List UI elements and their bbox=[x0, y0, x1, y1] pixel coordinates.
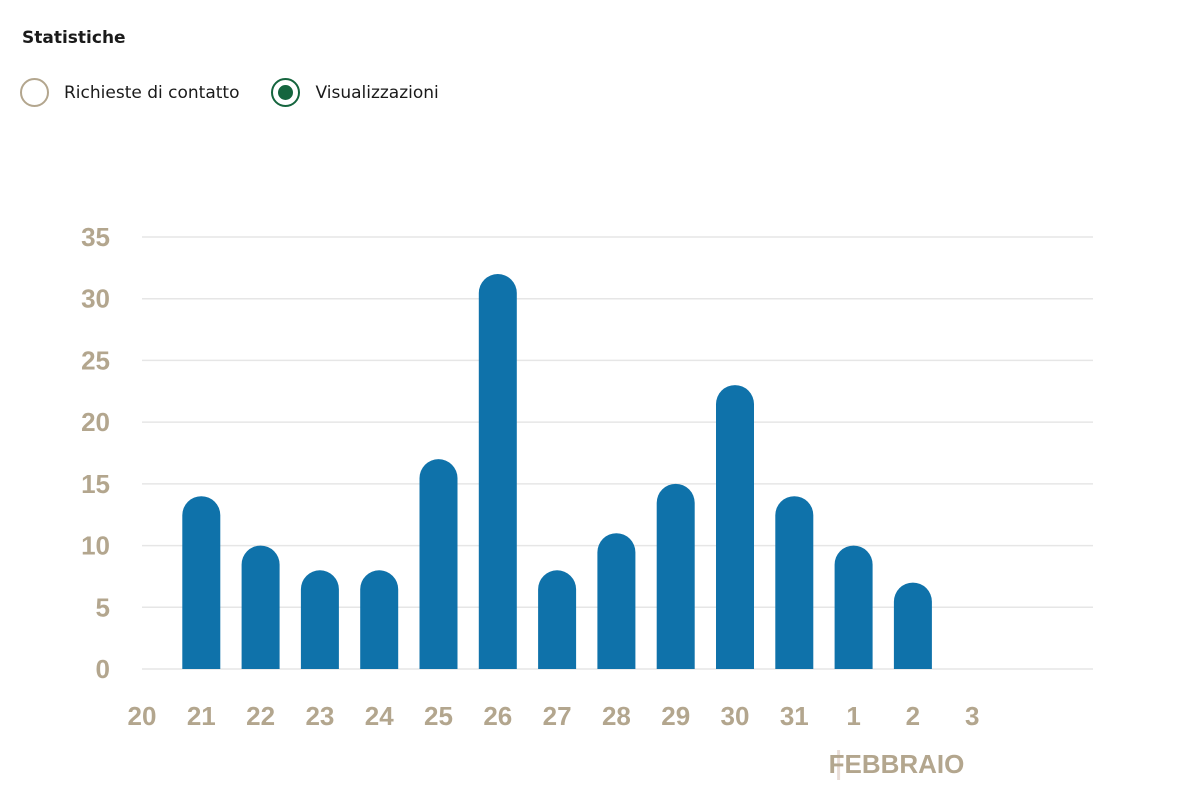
bar-2[interactable] bbox=[893, 582, 932, 669]
x-tick-label: 29 bbox=[661, 701, 690, 731]
bar-29[interactable] bbox=[656, 483, 695, 669]
y-tick-label: 25 bbox=[81, 345, 110, 375]
radio-circle-icon[interactable] bbox=[20, 78, 49, 107]
x-tick-label: 31 bbox=[780, 701, 809, 731]
bar-25[interactable] bbox=[419, 459, 458, 669]
x-tick-label: 25 bbox=[424, 701, 453, 731]
x-tick-label: 22 bbox=[246, 701, 275, 731]
bar-22[interactable] bbox=[241, 545, 280, 669]
page-title: Statistiche bbox=[22, 28, 126, 48]
x-tick-label: 24 bbox=[365, 701, 394, 731]
x-tick-label: 26 bbox=[483, 701, 512, 731]
y-tick-label: 35 bbox=[81, 222, 110, 252]
month-label: FEBBRAIO bbox=[829, 749, 965, 779]
y-tick-label: 5 bbox=[96, 592, 110, 622]
metric-radio-group: Richieste di contatto Visualizzazioni bbox=[20, 78, 471, 107]
radio-visualizzazioni[interactable]: Visualizzazioni bbox=[271, 78, 439, 107]
x-tick-label: 23 bbox=[305, 701, 334, 731]
x-tick-label: 20 bbox=[128, 701, 157, 731]
radio-label: Richieste di contatto bbox=[64, 82, 240, 103]
x-tick-label: 1 bbox=[846, 701, 860, 731]
bar-23[interactable] bbox=[300, 570, 339, 669]
radio-label: Visualizzazioni bbox=[315, 82, 439, 103]
y-tick-label: 15 bbox=[81, 469, 110, 499]
bar-1[interactable] bbox=[834, 545, 873, 669]
x-tick-label: 21 bbox=[187, 701, 216, 731]
bar-27[interactable] bbox=[538, 570, 577, 669]
y-tick-label: 0 bbox=[96, 654, 110, 684]
y-tick-label: 30 bbox=[81, 284, 110, 314]
y-tick-label: 20 bbox=[81, 407, 110, 437]
bar-21[interactable] bbox=[182, 496, 221, 669]
bar-24[interactable] bbox=[360, 570, 399, 669]
x-tick-label: 30 bbox=[721, 701, 750, 731]
radio-richieste-di-contatto[interactable]: Richieste di contatto bbox=[20, 78, 239, 107]
x-tick-label: 2 bbox=[906, 701, 920, 731]
bar-28[interactable] bbox=[597, 533, 636, 669]
x-tick-label: 27 bbox=[543, 701, 572, 731]
y-tick-label: 10 bbox=[81, 531, 110, 561]
radio-circle-icon[interactable] bbox=[271, 78, 301, 107]
x-tick-label: 28 bbox=[602, 701, 631, 731]
x-tick-label: 3 bbox=[965, 701, 979, 731]
bar-30[interactable] bbox=[716, 385, 754, 669]
bar-31[interactable] bbox=[775, 496, 814, 669]
bar-26[interactable] bbox=[478, 274, 517, 669]
